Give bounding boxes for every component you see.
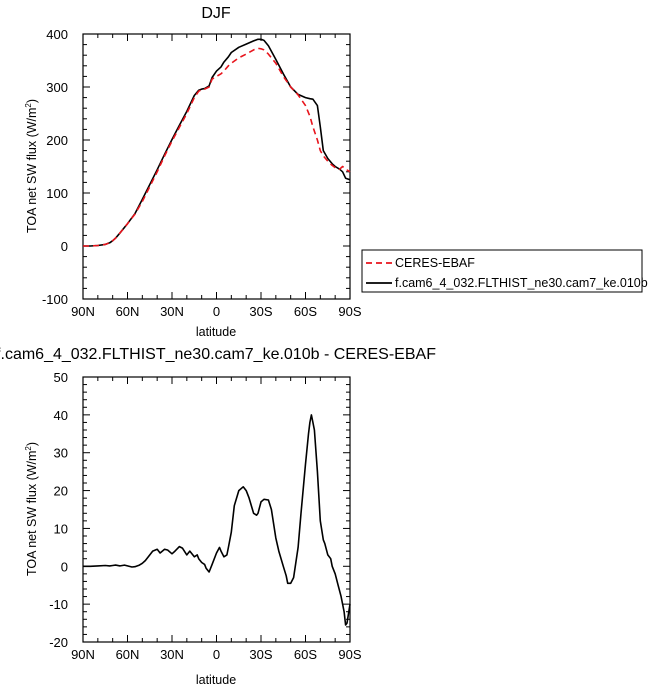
bottom-y-tick-label: 30 xyxy=(54,446,68,461)
top-x-tick-label: 90N xyxy=(71,304,95,319)
top-legend: CERES-EBAF f.cam6_4_032.FLTHIST_ne30.cam… xyxy=(361,249,648,293)
top-y-tick-label: -100 xyxy=(42,292,68,307)
bottom-plot-area: 90N 60N 30N 0 30S 60S 90S -20 -10 0 10 20 30 40 50 xyxy=(49,370,362,662)
bottom-series-line-0 xyxy=(83,414,351,626)
top-x-axis: 90N 60N 30N 0 30S 60S 90S xyxy=(71,34,362,319)
bottom-x-axis-label: latitude xyxy=(196,673,236,687)
top-y-tick-label: 300 xyxy=(46,80,68,95)
top-x-tick-label: 60S xyxy=(294,304,317,319)
top-gridless-plot-area: 90N 60N 30N 0 30S 60S 90S -100 0 100 200 300 400 xyxy=(42,27,362,319)
top-y-axis-label-main: TOA net SW flux (W/m xyxy=(25,108,39,233)
bottom-x-tick-label: 60N xyxy=(116,647,140,662)
bottom-y-axis-label-close: ) xyxy=(25,442,39,446)
top-x-axis-label: latitude xyxy=(196,325,236,339)
bottom-y-tick-label: 20 xyxy=(54,484,68,499)
legend-box xyxy=(361,249,643,293)
legend-label-model: f.cam6_4_032.FLTHIST_ne30.cam7_ke.010b xyxy=(395,276,648,290)
bottom-plot-frame xyxy=(82,376,351,643)
bottom-y-axis-label-main: TOA net SW flux (W/m xyxy=(25,451,39,576)
top-series-line-1 xyxy=(83,38,351,247)
bottom-x-tick-label: 90N xyxy=(71,647,95,662)
top-y-axis-label-close: ) xyxy=(25,99,39,103)
top-series-group xyxy=(83,38,351,247)
top-y-axis-label: TOA net SW flux (W/m2) xyxy=(24,99,39,233)
bottom-y-axis-label-sup: 2 xyxy=(24,446,33,451)
top-panel: DJF 90N 60N 30N 0 30S 60S 90S -100 0 100 200 300 40… xyxy=(24,5,648,339)
top-y-tick-label: 400 xyxy=(46,27,68,42)
top-y-tick-label: 200 xyxy=(46,133,68,148)
bottom-y-tick-label: 0 xyxy=(61,559,68,574)
bottom-y-tick-label: 10 xyxy=(54,521,68,536)
bottom-series-group xyxy=(83,414,351,626)
bottom-x-tick-label: 90S xyxy=(338,647,361,662)
legend-label-ceres: CERES-EBAF xyxy=(395,256,475,270)
top-y-axis-label-sup: 2 xyxy=(24,103,33,108)
bottom-chart-title: f.cam6_4_032.FLTHIST_ne30.cam7_ke.010b -… xyxy=(0,346,436,363)
top-x-tick-label: 30N xyxy=(160,304,184,319)
top-series-line-0 xyxy=(83,47,351,247)
top-x-tick-label: 0 xyxy=(213,304,220,319)
top-y-tick-label: 100 xyxy=(46,186,68,201)
top-plot-frame xyxy=(82,33,351,300)
bottom-x-tick-label: 0 xyxy=(213,647,220,662)
bottom-y-tick-label: -10 xyxy=(49,597,68,612)
bottom-x-tick-label: 30S xyxy=(249,647,272,662)
bottom-x-tick-label: 60S xyxy=(294,647,317,662)
top-y-tick-label: 0 xyxy=(61,239,68,254)
bottom-y-axis-label: TOA net SW flux (W/m2) xyxy=(24,442,39,576)
top-chart-title: DJF xyxy=(201,5,231,22)
bottom-y-axis: -20 -10 0 10 20 30 40 50 xyxy=(49,370,350,650)
top-x-tick-label: 90S xyxy=(338,304,361,319)
bottom-x-tick-label: 30N xyxy=(160,647,184,662)
top-y-axis: -100 0 100 200 300 400 xyxy=(42,27,350,307)
bottom-y-tick-label: 50 xyxy=(54,370,68,385)
top-x-tick-label: 30S xyxy=(249,304,272,319)
bottom-y-tick-label: -20 xyxy=(49,635,68,650)
bottom-y-tick-label: 40 xyxy=(54,408,68,423)
top-x-tick-label: 60N xyxy=(116,304,140,319)
bottom-panel: f.cam6_4_032.FLTHIST_ne30.cam7_ke.010b -… xyxy=(0,346,436,687)
bottom-x-axis: 90N 60N 30N 0 30S 60S 90S xyxy=(71,377,362,662)
